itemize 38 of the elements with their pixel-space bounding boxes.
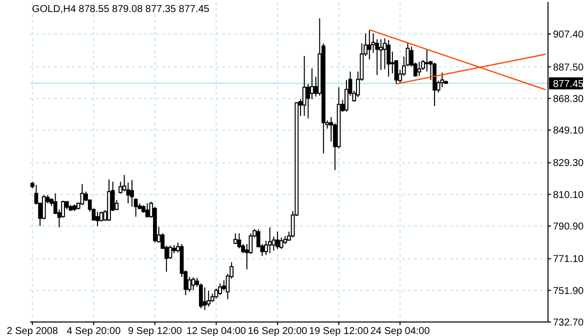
y-tick-label: 810.10 [553,190,584,201]
candlestick [206,290,211,308]
x-tick-label: 16 Sep 20:00 [248,326,308,336]
candlestick [168,245,172,260]
candlestick [202,286,207,310]
y-tick-label: 732.70 [553,318,584,328]
x-tick-label: 19 Sep 12:00 [309,326,369,336]
y-tick-label: 751.90 [553,286,584,297]
y-tick-label: 849.10 [553,126,584,137]
y-tick-label: 829.30 [553,158,584,170]
y-tick-label: 868.30 [553,94,584,105]
x-tick-label: 4 Sep 20:00 [66,326,122,336]
candlestick [302,55,306,116]
candlestick [218,283,222,296]
candlestick [417,61,422,76]
candlestick [268,226,272,254]
y-tick-label: 907.40 [553,29,584,40]
candlestick [424,48,429,72]
candlestick [367,30,372,60]
candlestick [80,184,84,206]
chart-title: GOLD,H4 878.55 879.08 877.35 877.45 [32,4,210,15]
candlestick [145,202,150,218]
ref-line-label: 877.45 [553,78,584,90]
candlestick [276,231,280,250]
candlestick [191,276,196,291]
y-tick-label: 790.90 [553,222,584,233]
x-tick-label: 2 Sep 2008 [6,326,58,336]
y-tick-label: 771.10 [553,254,584,266]
x-tick-label: 9 Sep 12:00 [128,326,182,336]
candlestick [99,211,104,222]
y-tick-label: 887.50 [553,62,584,74]
candlestick [130,180,134,208]
candlestick [386,39,391,78]
x-tick-label: 24 Sep 04:00 [370,326,430,336]
x-tick-label: 12 Sep 04:00 [186,326,246,336]
candlestick [222,280,226,291]
candlestick [42,194,46,220]
candlestick [96,211,100,227]
